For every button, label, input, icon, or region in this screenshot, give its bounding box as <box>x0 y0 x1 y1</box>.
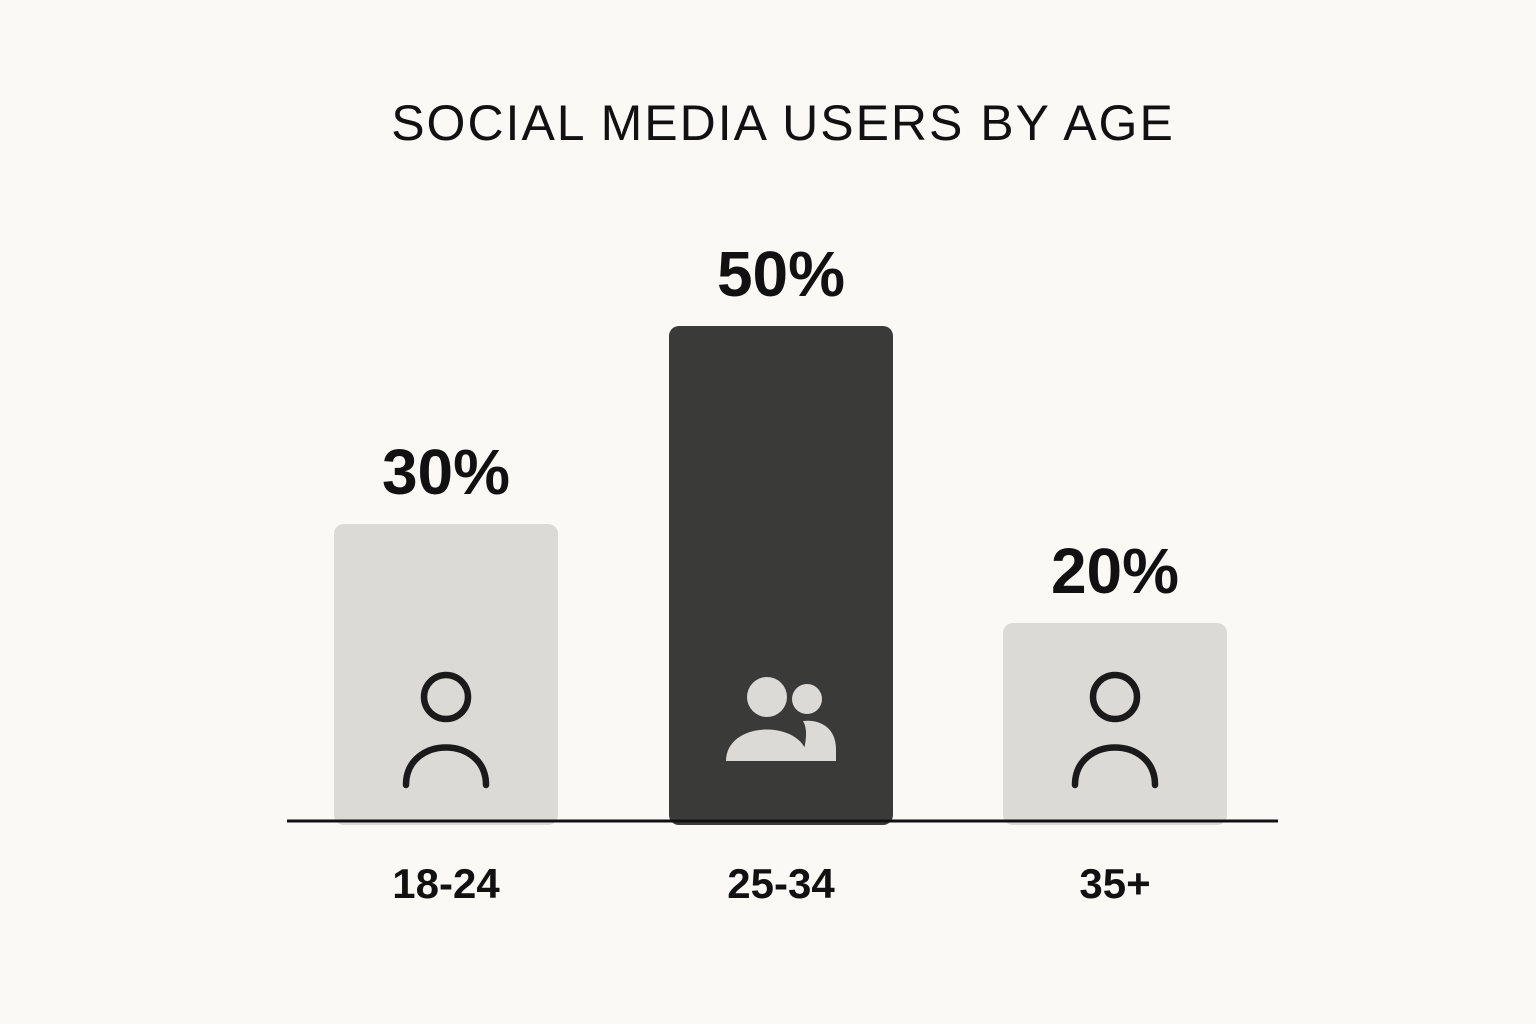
x-tick-label: 25-34 <box>727 860 835 907</box>
bars-layer <box>334 326 1227 825</box>
person-icon <box>1071 671 1159 789</box>
value-label: 30% <box>382 436 510 508</box>
person-icon <box>402 671 490 789</box>
labels-layer: 30% 18-24 50% 25-34 20% 35+ <box>382 238 1179 907</box>
value-label: 50% <box>717 238 845 310</box>
bar-35+ <box>1003 623 1227 825</box>
value-label: 20% <box>1051 535 1179 607</box>
group-icon <box>726 677 836 761</box>
bar-25-34 <box>669 326 893 825</box>
x-tick-label: 18-24 <box>392 860 500 907</box>
chart-title: SOCIAL MEDIA USERS BY AGE <box>391 95 1175 151</box>
x-tick-label: 35+ <box>1079 860 1150 907</box>
